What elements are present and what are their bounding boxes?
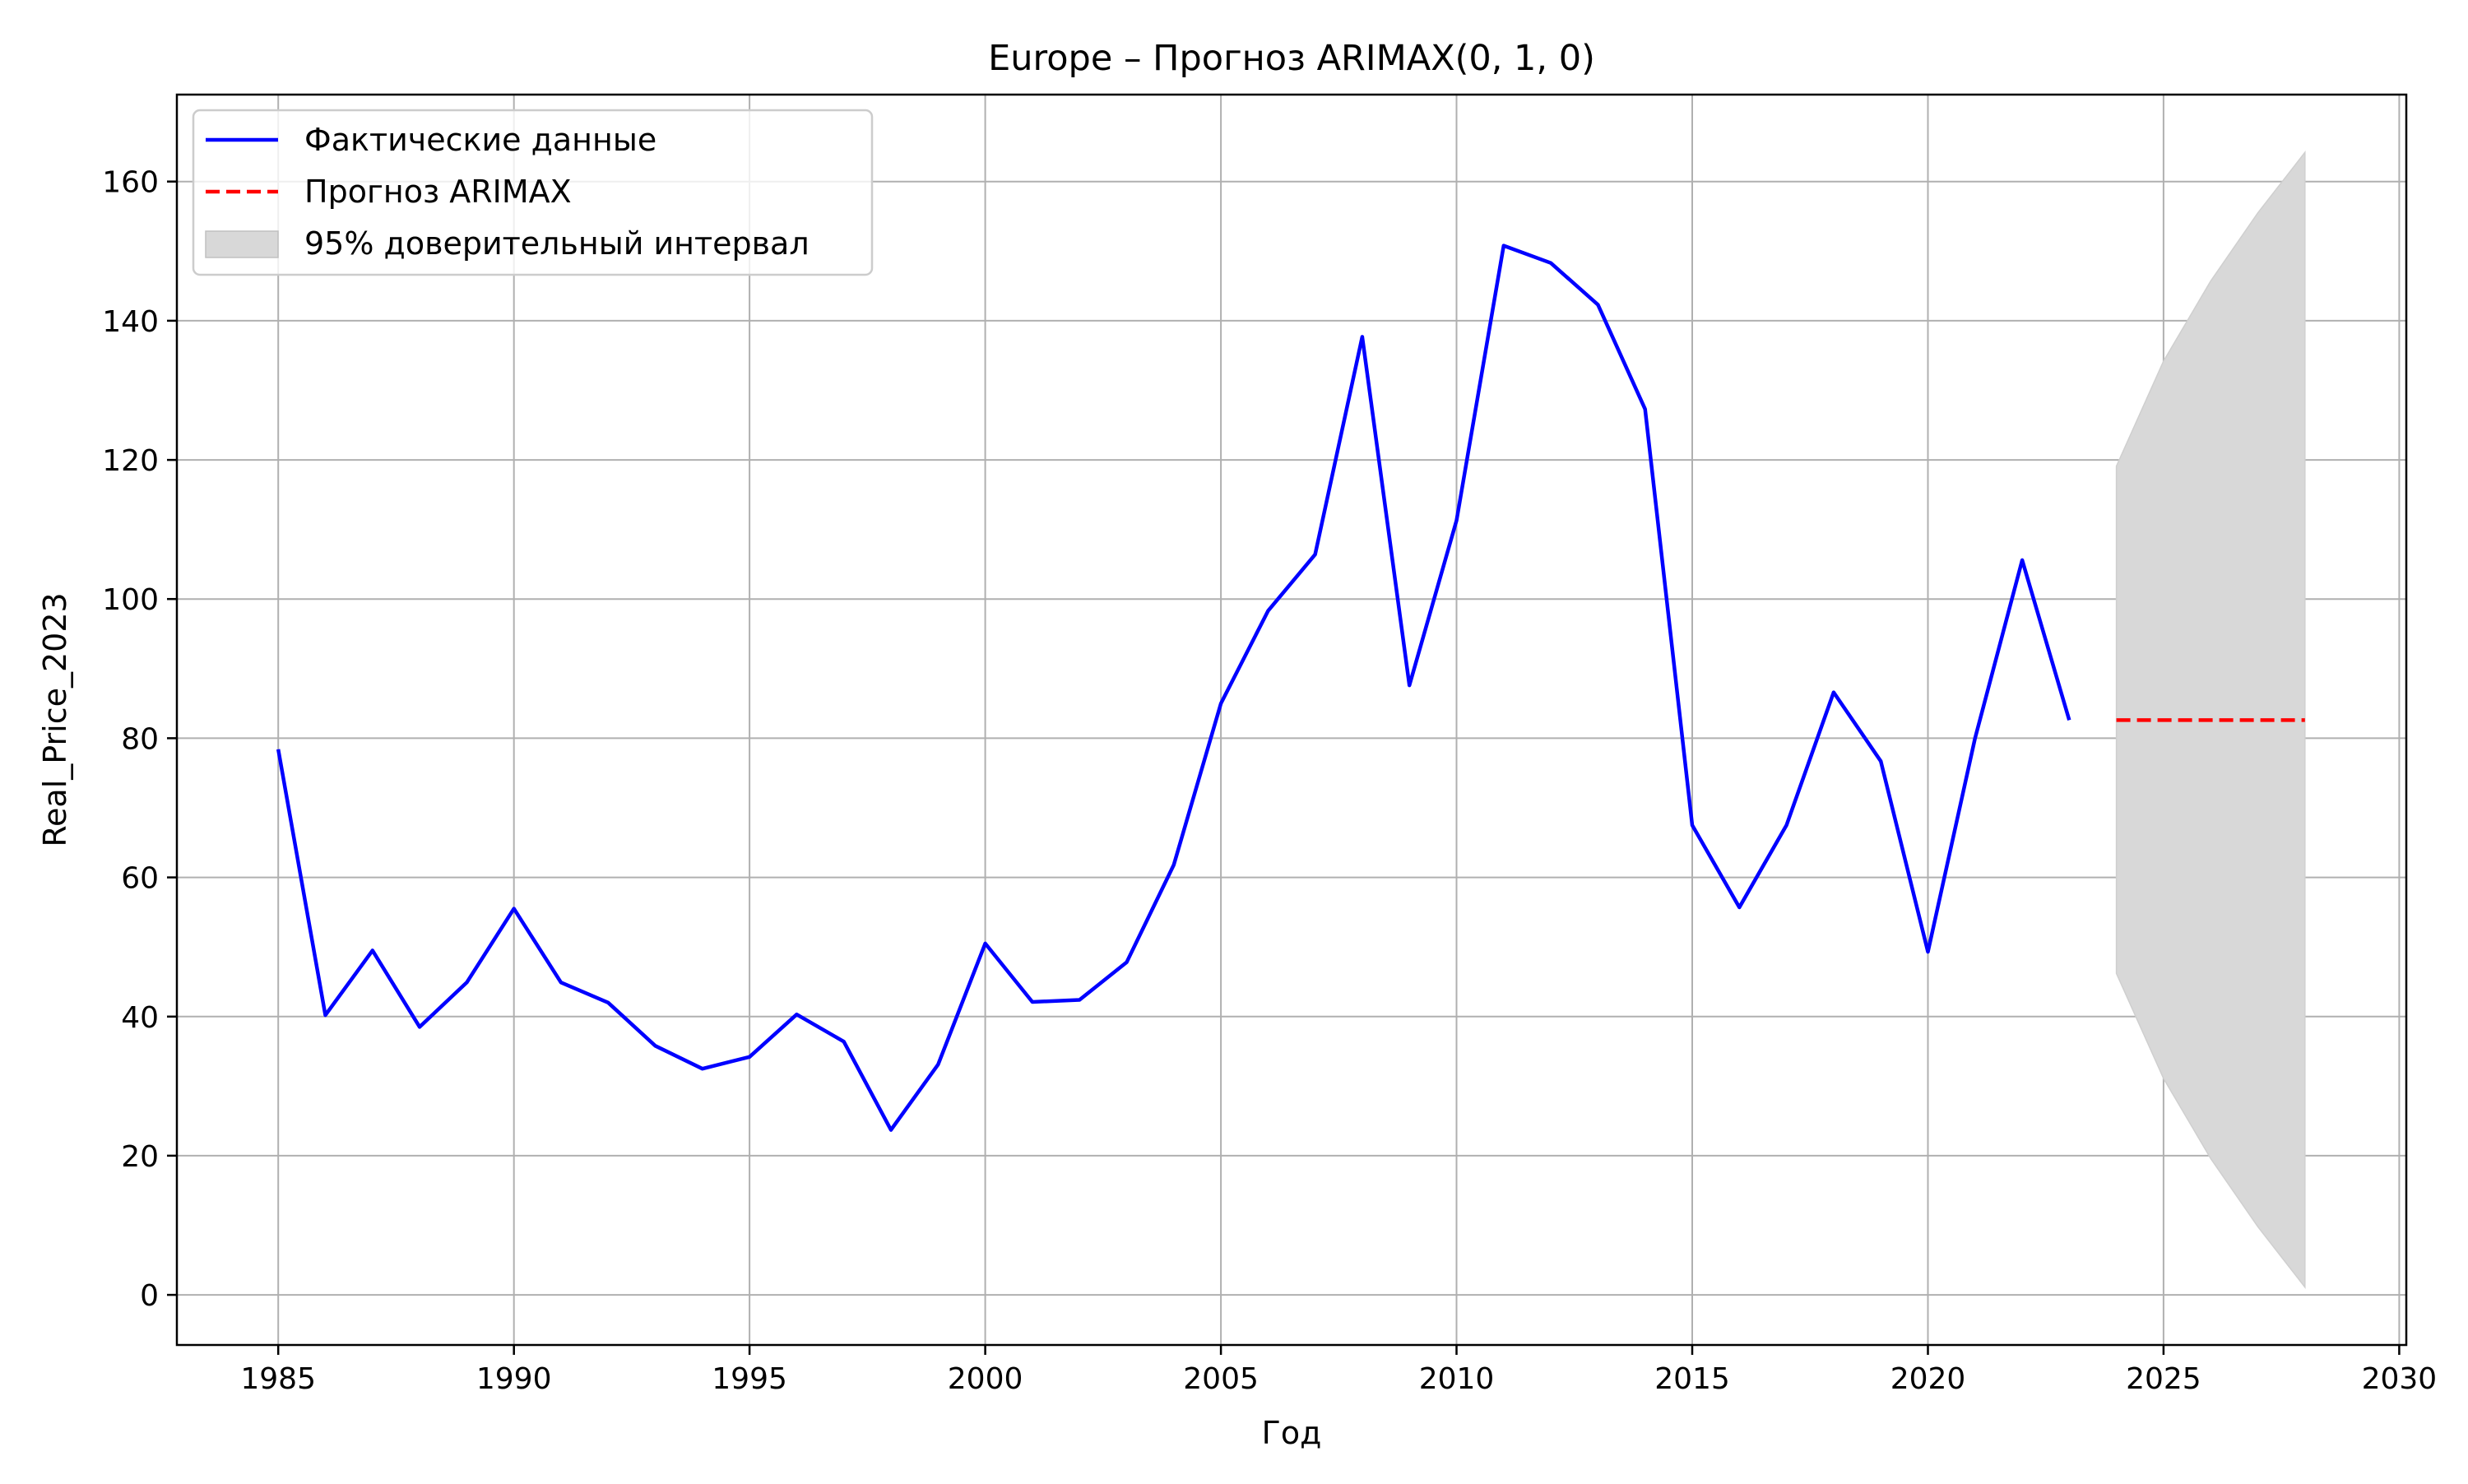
x-tick-label: 2010 — [1419, 1362, 1495, 1396]
legend-ci-label: 95% доверительный интервал — [304, 225, 810, 262]
y-tick-label: 140 — [102, 305, 159, 339]
series-layer — [276, 243, 2305, 1132]
y-tick-label: 120 — [102, 444, 159, 478]
x-axis-label: Год — [1262, 1415, 1322, 1451]
x-tick-label: 2030 — [2362, 1362, 2438, 1396]
x-tick-label: 2025 — [2126, 1362, 2201, 1396]
legend: Фактические данные Прогноз ARIMAX 95% до… — [192, 109, 874, 276]
y-tick-label: 60 — [121, 862, 159, 896]
legend-actual-label: Фактические данные — [304, 122, 656, 158]
x-tick-label: 2015 — [1654, 1362, 1730, 1396]
plot-frame — [175, 93, 2408, 1347]
y-tick-label: 20 — [121, 1140, 159, 1174]
grid — [177, 95, 2406, 1345]
x-tick-label: 1985 — [240, 1362, 316, 1396]
x-tick-label: 2000 — [948, 1362, 1023, 1396]
legend-forecast-label: Прогноз ARIMAX — [304, 174, 572, 210]
chart-title: Europe – Прогноз ARIMAX(0, 1, 0) — [988, 38, 1595, 79]
y-tick-label: 0 — [140, 1279, 159, 1313]
x-tick-label: 2020 — [1890, 1362, 1966, 1396]
y-axis-label: Real_Price_2023 — [37, 592, 73, 846]
y-tick-label: 160 — [102, 166, 159, 200]
axes: 1985 1990 1995 2000 2005 2010 2015 2020 2025 2030… — [102, 166, 2437, 1396]
y-tick-label: 40 — [121, 1001, 159, 1035]
legend-ci-swatch — [205, 230, 279, 258]
y-tick-label: 100 — [102, 583, 159, 617]
y-tick-label: 80 — [121, 722, 159, 756]
x-tick-label: 1990 — [476, 1362, 552, 1396]
x-tick-label: 2005 — [1183, 1362, 1259, 1396]
legend-box — [192, 109, 874, 276]
x-tick-label: 1995 — [712, 1362, 787, 1396]
actual-data-line — [276, 243, 2071, 1132]
